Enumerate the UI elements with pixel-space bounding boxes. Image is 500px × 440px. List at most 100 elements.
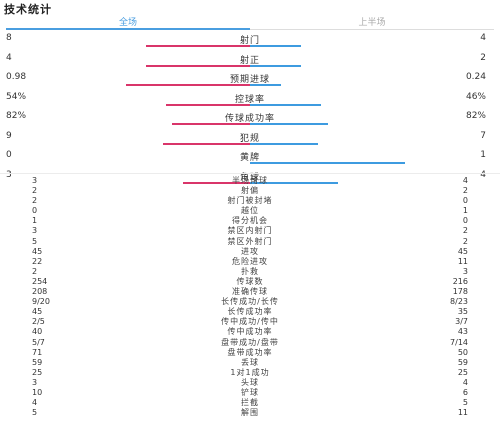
stat-label: 长传成功率 bbox=[227, 307, 273, 317]
bar-stat-row: 0.98 预期进球 0.24 bbox=[0, 70, 500, 90]
stat-label: 射门 bbox=[239, 36, 260, 46]
detail-stat-row: 71 盘带成功率 50 bbox=[0, 348, 500, 358]
home-value: 9/20 bbox=[32, 297, 50, 307]
stat-label: 角球 bbox=[239, 172, 260, 183]
detail-stat-row: 2 射偏 2 bbox=[0, 186, 500, 196]
home-bar bbox=[183, 181, 250, 184]
home-bar bbox=[146, 64, 250, 67]
stat-label: 准确传球 bbox=[232, 287, 268, 297]
away-value: 35 bbox=[457, 307, 468, 317]
detail-stat-row: 40 传中成功率 43 bbox=[0, 327, 500, 337]
away-value: 4 bbox=[462, 377, 468, 387]
tab-full-match[interactable]: 全场 bbox=[6, 16, 250, 30]
away-bar bbox=[250, 142, 318, 145]
away-bar bbox=[250, 162, 405, 164]
away-value: 82% bbox=[465, 111, 486, 121]
bar-stat-row: 82% 传球成功率 82% bbox=[0, 109, 500, 129]
tab-first-half[interactable]: 上半场 bbox=[250, 16, 494, 30]
home-value: 5 bbox=[32, 236, 38, 246]
stat-label: 禁区内射门 bbox=[227, 226, 273, 236]
stat-label: 传球成功率 bbox=[224, 114, 275, 124]
stat-label: 进攻 bbox=[241, 246, 259, 256]
detail-stat-row: 59 丢球 59 bbox=[0, 358, 500, 368]
away-value: 216 bbox=[452, 276, 468, 286]
detail-stat-row: 9/20 长传成功/长传 8/23 bbox=[0, 297, 500, 307]
home-value: 3 bbox=[32, 377, 38, 387]
detail-stat-row: 5 禁区外射门 2 bbox=[0, 237, 500, 247]
home-bar bbox=[172, 123, 250, 125]
away-value: 2 bbox=[480, 52, 486, 63]
home-value: 10 bbox=[32, 387, 43, 397]
away-value: 0.24 bbox=[465, 72, 486, 82]
stat-label: 预期进球 bbox=[229, 75, 270, 85]
stat-label: 传中成功/传中 bbox=[221, 317, 279, 327]
bar-stat-row: 0 黄牌 1 bbox=[0, 148, 500, 168]
detail-stat-row: 3 头球 4 bbox=[0, 378, 500, 388]
divider bbox=[0, 173, 500, 174]
home-value: 9 bbox=[6, 130, 12, 141]
home-bar bbox=[163, 142, 250, 145]
away-value: 0 bbox=[462, 216, 468, 226]
home-value: 4 bbox=[6, 52, 12, 63]
stat-label: 射正 bbox=[239, 55, 260, 66]
away-value: 0 bbox=[462, 196, 468, 206]
home-value: 5/7 bbox=[32, 337, 45, 347]
stat-label: 射偏 bbox=[241, 186, 259, 196]
stat-label: 射门被封堵 bbox=[227, 196, 273, 206]
home-value: 3 bbox=[32, 226, 38, 236]
away-value: 45 bbox=[457, 246, 468, 256]
stat-label: 传球数 bbox=[236, 276, 264, 286]
detail-stat-row: 10 铲球 6 bbox=[0, 388, 500, 398]
bar-stat-row: 8 射门 4 bbox=[0, 31, 500, 51]
away-bar bbox=[250, 64, 301, 67]
away-value: 7 bbox=[480, 130, 486, 141]
home-value: 0.98 bbox=[6, 72, 27, 82]
home-value: 0 bbox=[6, 150, 12, 160]
away-value: 46% bbox=[465, 91, 486, 102]
away-value: 7/14 bbox=[450, 337, 468, 347]
away-value: 2 bbox=[462, 236, 468, 246]
detail-stat-row: 5 解围 11 bbox=[0, 408, 500, 418]
detail-stat-row: 3 禁区内射门 2 bbox=[0, 226, 500, 236]
home-value: 2 bbox=[32, 186, 38, 196]
away-value: 5 bbox=[462, 398, 468, 408]
bar-stat-row: 9 犯规 7 bbox=[0, 129, 500, 149]
detail-stat-row: 25 1对1成功 25 bbox=[0, 368, 500, 378]
home-value: 45 bbox=[32, 246, 43, 256]
bar-stat-row: 4 射正 2 bbox=[0, 51, 500, 71]
home-value: 22 bbox=[32, 256, 43, 266]
stat-label: 丢球 bbox=[241, 357, 259, 367]
away-value: 178 bbox=[452, 287, 468, 297]
home-value: 59 bbox=[32, 357, 43, 367]
detail-stat-row: 5/7 盘带成功/盘带 7/14 bbox=[0, 338, 500, 348]
away-value: 1 bbox=[462, 206, 468, 216]
stat-label: 长传成功/长传 bbox=[221, 297, 279, 307]
away-value: 25 bbox=[457, 367, 468, 377]
home-value: 208 bbox=[32, 287, 48, 297]
bar-stat-row: 54% 控球率 46% bbox=[0, 90, 500, 110]
home-bar bbox=[146, 45, 250, 47]
stat-label: 禁区外射门 bbox=[227, 236, 273, 246]
home-value: 45 bbox=[32, 307, 43, 317]
detail-stat-row: 254 传球数 216 bbox=[0, 277, 500, 287]
home-value: 1 bbox=[32, 216, 38, 226]
detail-stat-row: 1 得分机会 0 bbox=[0, 216, 500, 226]
detail-stat-row: 2 射门被封堵 0 bbox=[0, 196, 500, 206]
detail-stat-row: 208 准确传球 178 bbox=[0, 287, 500, 297]
page-title: 技术统计 bbox=[4, 3, 52, 16]
home-value: 54% bbox=[6, 91, 27, 102]
away-value: 2 bbox=[462, 186, 468, 196]
home-value: 8 bbox=[6, 33, 12, 43]
detail-stat-row: 0 越位 1 bbox=[0, 206, 500, 216]
away-value: 59 bbox=[457, 357, 468, 367]
detail-stat-row: 3 半场角球 4 bbox=[0, 176, 500, 186]
stat-label: 半场角球 bbox=[232, 176, 268, 185]
detail-stat-row: 22 危险进攻 11 bbox=[0, 257, 500, 267]
detail-stat-row: 2 扑救 3 bbox=[0, 267, 500, 277]
away-value: 2 bbox=[462, 226, 468, 236]
away-value: 3/7 bbox=[455, 317, 468, 327]
away-bar bbox=[250, 103, 321, 106]
home-value: 25 bbox=[32, 367, 43, 377]
home-value: 40 bbox=[32, 327, 43, 337]
home-bar bbox=[126, 84, 250, 86]
